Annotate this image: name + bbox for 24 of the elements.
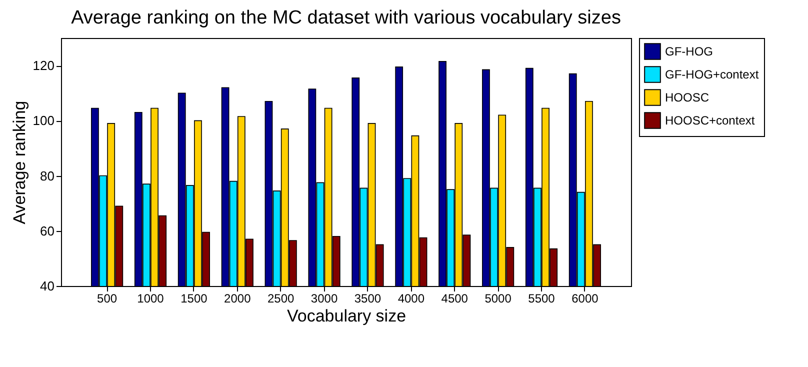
x-tick-label: 1500 xyxy=(180,292,208,306)
x-tick-label: 6000 xyxy=(572,292,599,306)
x-tick-label: 4000 xyxy=(398,292,425,306)
legend-label: HOOSC xyxy=(665,90,710,104)
legend-label: GF-HOG xyxy=(665,44,713,58)
y-tick-label: 80 xyxy=(40,168,54,184)
legend-label: GF-HOG+context xyxy=(665,68,760,82)
x-tick-label: 5500 xyxy=(528,292,556,306)
y-tick-label: 40 xyxy=(40,278,54,294)
y-tick-label: 100 xyxy=(32,113,54,128)
x-tick-label: 4500 xyxy=(441,292,468,306)
x-tick-label: 5000 xyxy=(484,292,512,306)
legend-label: HOOSC+context xyxy=(665,114,756,128)
y-tick-label: 60 xyxy=(40,223,54,238)
x-tick-label: 3000 xyxy=(310,292,338,306)
x-tick-label: 500 xyxy=(97,292,118,306)
y-tick-label: 120 xyxy=(32,58,54,74)
x-axis-title: Vocabulary size xyxy=(286,306,406,326)
y-axis-title: Average ranking xyxy=(10,100,29,224)
x-tick-label: 1000 xyxy=(137,292,164,306)
x-tick-label: 2500 xyxy=(267,292,294,306)
chart-title: Average ranking on the MC dataset with various vocabulary sizes xyxy=(71,8,621,28)
x-tick-label: 3500 xyxy=(354,292,382,306)
x-tick-label: 2000 xyxy=(224,292,252,306)
